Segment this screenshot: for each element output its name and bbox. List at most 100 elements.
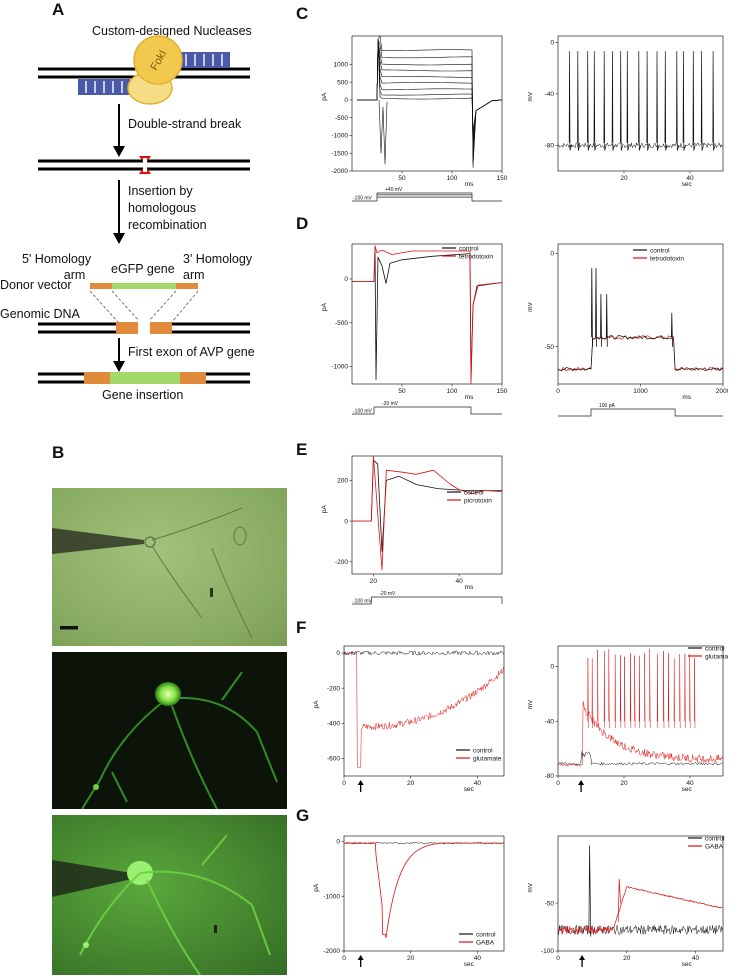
plot-frame [557,35,724,172]
exon-label: First exon of AVP gene [128,345,255,359]
action-potential [664,51,668,151]
legend-label-control: control [459,245,479,252]
y-axis-label: pA [313,700,320,709]
legend-label-tetrodotoxin: tetrodotoxin [650,255,684,262]
y-tick-label: 0 [344,518,348,525]
x-tick-label: 100 [447,388,458,395]
y-tick-label: 0 [336,650,340,657]
merged-features [52,834,271,975]
action-potential [603,650,606,729]
action-potential [671,312,673,347]
action-potential [649,648,651,729]
arrow-down-1 [113,104,125,157]
y-tick-label: -80 [545,142,555,149]
x-axis-label: sec [464,961,475,968]
x-tick-label: 40 [692,955,700,962]
panel-label-f: F [296,618,307,637]
plot-frame [557,243,724,385]
micrograph-fluorescence [52,652,287,809]
trace-control [557,924,723,935]
action-potential [634,655,636,729]
y-tick-label: -1000 [323,893,340,900]
legend-label-control: control [476,931,496,938]
y-axis-label: pA [321,92,328,101]
x-tick-label: 20 [623,955,631,962]
homology5-label: 5' Homology arm [22,252,92,282]
trace-gaba [343,842,504,938]
action-potential [624,656,626,729]
plot-frame [343,645,505,777]
x-tick-label: 50 [398,388,406,395]
step-hr-label: Insertion by homologous recombination [128,184,207,232]
gene-insertion-label: Gene insertion [102,388,184,402]
y-tick-label: -1000 [331,133,348,140]
protocol-hold-label: -100 mV [353,599,373,605]
chart-d-left: 50 100 150 0 -500 -1000 ms pA controltetrodotoxi… [321,243,508,415]
x-axis-label: sec [682,961,693,968]
stimulus-arrow-head [357,780,364,785]
x-tick-label: 150 [497,388,508,395]
sodium-current-trace [378,99,388,165]
y-tick-label: 0 [550,40,554,47]
x-tick-label: 150 [497,175,508,182]
action-potential [603,51,607,151]
action-potential [656,653,659,729]
action-potential [611,51,615,151]
x-tick-label: 20 [407,955,415,962]
action-potential [597,649,599,729]
nuclease-protein-right [178,52,230,68]
trace-glutamate [557,701,723,767]
chart-c-left: 50 100 150 1000 500 0 -500 -1000 -1500 -2000 ms pA -… [321,35,508,202]
egfp-label: eGFP gene [111,262,175,276]
action-potential [656,51,660,151]
protocol-hold-label: -100 mV [353,409,373,415]
legend-label-tetrodotoxin: tetrodotoxin [459,253,493,260]
action-potential [591,658,593,729]
y-axis-label: pA [321,504,328,513]
protocol-step-label: -20 mV [382,401,399,407]
y-axis-label: mV [528,699,534,709]
action-potential [600,294,602,347]
action-potential [614,654,616,729]
chart-c-right: 20 40 0 -40 -80 sec mV [528,35,724,188]
action-potential [593,51,597,151]
y-tick-label: 0 [344,276,348,283]
action-potential [692,51,696,151]
x-tick-label: 0 [342,780,346,787]
action-potential [588,845,592,937]
x-axis-label: sec [464,786,475,793]
legend-label-glutamate: glutamate [473,755,502,762]
action-potential [626,51,630,151]
plot-frame [557,835,724,952]
y-tick-label: 200 [337,478,348,485]
panel-label-a: A [52,0,65,19]
x-axis-label: ms [465,181,474,188]
x-tick-label: 0 [556,780,560,787]
action-potential [682,51,686,151]
nucleases-label: Custom-designed Nucleases [92,24,252,38]
trace-glutamate [343,651,504,768]
action-potential [619,654,622,729]
action-potential [638,51,642,151]
trace-gaba [557,886,723,935]
y-tick-label: -2000 [323,948,340,955]
protocol-step-label: -20 mV [379,591,396,597]
panel-label-b: B [52,443,65,462]
donor-vector [90,283,198,289]
x-tick-label: 20 [620,780,628,787]
donor-vector-label: Donor vector [0,278,72,292]
y-tick-label: -1000 [331,364,348,371]
x-tick-label: 1000 [633,388,648,395]
x-axis-label: sec [682,181,693,188]
legend-label-GABA: GABA [705,843,724,850]
dna-break [38,156,250,174]
x-tick-label: 20 [370,578,378,585]
plot-frame [351,243,503,385]
legend-label-GABA: GABA [476,939,495,946]
action-potential [689,654,691,729]
legend-label-control: control [705,645,725,652]
x-tick-label: 50 [398,175,406,182]
